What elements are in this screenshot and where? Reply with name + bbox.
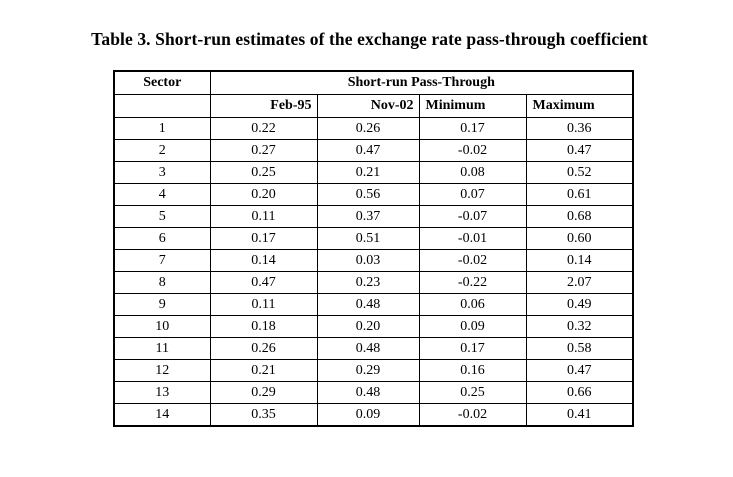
value-cell: 0.68 (525, 205, 634, 228)
value-cell: 0.09 (316, 403, 420, 427)
value-cell: 0.17 (418, 117, 527, 140)
sector-cell: 8 (113, 271, 211, 294)
value-cell: 0.36 (525, 117, 634, 140)
table-row: 6 0.17 0.51 -0.01 0.60 (113, 227, 634, 250)
value-cell: 0.11 (209, 205, 318, 228)
table-row: 4 0.20 0.56 0.07 0.61 (113, 183, 634, 206)
value-cell: 0.51 (316, 227, 420, 250)
value-cell: 0.20 (209, 183, 318, 206)
value-cell: 0.66 (525, 381, 634, 404)
value-cell: 0.26 (209, 337, 318, 360)
value-cell: 0.03 (316, 249, 420, 272)
empty-corner-cell (113, 94, 211, 118)
value-cell: 2.07 (525, 271, 634, 294)
value-cell: 0.21 (209, 359, 318, 382)
value-cell: 0.23 (316, 271, 420, 294)
value-cell: 0.16 (418, 359, 527, 382)
sector-cell: 1 (113, 117, 211, 140)
table-row: 3 0.25 0.21 0.08 0.52 (113, 161, 634, 184)
sector-cell: 9 (113, 293, 211, 316)
value-cell: -0.22 (418, 271, 527, 294)
value-cell: 0.37 (316, 205, 420, 228)
value-cell: 0.08 (418, 161, 527, 184)
table-row: 7 0.14 0.03 -0.02 0.14 (113, 249, 634, 272)
table-row: 11 0.26 0.48 0.17 0.58 (113, 337, 634, 360)
value-cell: -0.01 (418, 227, 527, 250)
col-header-maximum: Maximum (525, 94, 634, 118)
sector-cell: 13 (113, 381, 211, 404)
value-cell: 0.21 (316, 161, 420, 184)
value-cell: 0.41 (525, 403, 634, 427)
sector-cell: 7 (113, 249, 211, 272)
table-row: 13 0.29 0.48 0.25 0.66 (113, 381, 634, 404)
value-cell: 0.47 (525, 139, 634, 162)
header-row-group: Sector Short-run Pass-Through (113, 70, 634, 95)
value-cell: 0.48 (316, 293, 420, 316)
value-cell: -0.02 (418, 249, 527, 272)
value-cell: 0.18 (209, 315, 318, 338)
value-cell: 0.25 (209, 161, 318, 184)
value-cell: 0.09 (418, 315, 527, 338)
value-cell: 0.48 (316, 337, 420, 360)
value-cell: -0.07 (418, 205, 527, 228)
table-row: 10 0.18 0.20 0.09 0.32 (113, 315, 634, 338)
sector-cell: 10 (113, 315, 211, 338)
value-cell: 0.60 (525, 227, 634, 250)
sector-cell: 5 (113, 205, 211, 228)
value-cell: 0.14 (209, 249, 318, 272)
col-header-minimum: Minimum (418, 94, 527, 118)
sector-cell: 3 (113, 161, 211, 184)
sector-cell: 4 (113, 183, 211, 206)
group-column-header: Short-run Pass-Through (209, 70, 634, 95)
value-cell: 0.26 (316, 117, 420, 140)
value-cell: 0.49 (525, 293, 634, 316)
table-row: 1 0.22 0.26 0.17 0.36 (113, 117, 634, 140)
value-cell: 0.47 (209, 271, 318, 294)
value-cell: 0.29 (316, 359, 420, 382)
value-cell: 0.17 (209, 227, 318, 250)
pass-through-table: Sector Short-run Pass-Through Feb-95 Nov… (113, 70, 635, 427)
value-cell: 0.56 (316, 183, 420, 206)
value-cell: 0.11 (209, 293, 318, 316)
table-header: Sector Short-run Pass-Through Feb-95 Nov… (113, 70, 634, 118)
value-cell: 0.20 (316, 315, 420, 338)
value-cell: 0.27 (209, 139, 318, 162)
table-row: 2 0.27 0.47 -0.02 0.47 (113, 139, 634, 162)
sector-cell: 2 (113, 139, 211, 162)
value-cell: 0.25 (418, 381, 527, 404)
sector-cell: 12 (113, 359, 211, 382)
value-cell: -0.02 (418, 403, 527, 427)
value-cell: 0.47 (316, 139, 420, 162)
document-page: Table 3. Short-run estimates of the exch… (0, 29, 733, 427)
value-cell: 0.32 (525, 315, 634, 338)
table-title: Table 3. Short-run estimates of the exch… (91, 29, 648, 49)
value-cell: 0.58 (525, 337, 634, 360)
sector-column-header: Sector (113, 70, 211, 95)
value-cell: -0.02 (418, 139, 527, 162)
table-body: 1 0.22 0.26 0.17 0.36 2 0.27 0.47 -0.02 0.47 3 0.25… (113, 117, 634, 427)
value-cell: 0.07 (418, 183, 527, 206)
value-cell: 0.61 (525, 183, 634, 206)
header-row-sub: Feb-95 Nov-02 Minimum Maximum (113, 94, 634, 118)
value-cell: 0.06 (418, 293, 527, 316)
table-row: 9 0.11 0.48 0.06 0.49 (113, 293, 634, 316)
table-row: 12 0.21 0.29 0.16 0.47 (113, 359, 634, 382)
table-row: 8 0.47 0.23 -0.22 2.07 (113, 271, 634, 294)
value-cell: 0.48 (316, 381, 420, 404)
table-row: 5 0.11 0.37 -0.07 0.68 (113, 205, 634, 228)
col-header-feb95: Feb-95 (209, 94, 318, 118)
table-row: 14 0.35 0.09 -0.02 0.41 (113, 403, 634, 427)
sector-cell: 6 (113, 227, 211, 250)
value-cell: 0.47 (525, 359, 634, 382)
col-header-nov02: Nov-02 (316, 94, 420, 118)
sector-cell: 11 (113, 337, 211, 360)
value-cell: 0.17 (418, 337, 527, 360)
sector-cell: 14 (113, 403, 211, 427)
value-cell: 0.22 (209, 117, 318, 140)
value-cell: 0.35 (209, 403, 318, 427)
value-cell: 0.14 (525, 249, 634, 272)
value-cell: 0.52 (525, 161, 634, 184)
value-cell: 0.29 (209, 381, 318, 404)
